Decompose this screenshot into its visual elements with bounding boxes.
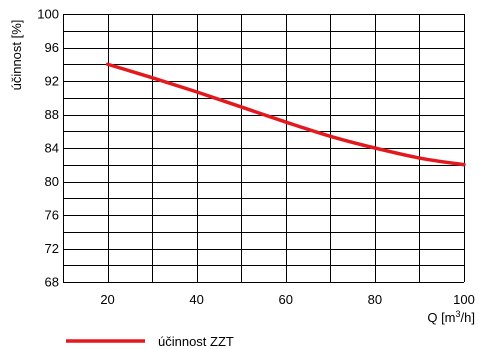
y-axis-label: účinnost [%] (9, 20, 24, 91)
legend-label: účinnost ZZT (158, 334, 234, 349)
y-tick-label: 72 (45, 241, 59, 256)
y-axis-ticks: 68 72 76 80 84 88 92 96 100 (37, 7, 59, 290)
x-tick-label: 100 (453, 292, 475, 307)
x-axis-label-suffix: /h] (461, 310, 475, 325)
x-axis-label: Q [m3/h] (427, 309, 475, 325)
x-tick-label: 20 (100, 292, 114, 307)
y-tick-label: 100 (37, 7, 59, 22)
x-tick-label: 40 (189, 292, 203, 307)
grid (63, 14, 465, 283)
y-tick-label: 92 (45, 74, 59, 89)
y-tick-label: 84 (45, 141, 59, 156)
x-tick-label: 80 (368, 292, 382, 307)
y-tick-label: 88 (45, 107, 59, 122)
series-line (105, 62, 466, 167)
x-axis-label-superscript: 3 (456, 309, 461, 319)
y-tick-label: 80 (45, 174, 59, 189)
x-axis-ticks: 20 40 60 80 100 (100, 292, 475, 307)
legend: účinnost ZZT (66, 334, 234, 349)
y-tick-label: 96 (45, 40, 59, 55)
x-tick-label: 60 (279, 292, 293, 307)
series-layer (105, 62, 466, 167)
y-tick-label: 68 (45, 275, 59, 290)
y-tick-label: 76 (45, 208, 59, 223)
x-axis-label-main: Q [m (427, 310, 455, 325)
